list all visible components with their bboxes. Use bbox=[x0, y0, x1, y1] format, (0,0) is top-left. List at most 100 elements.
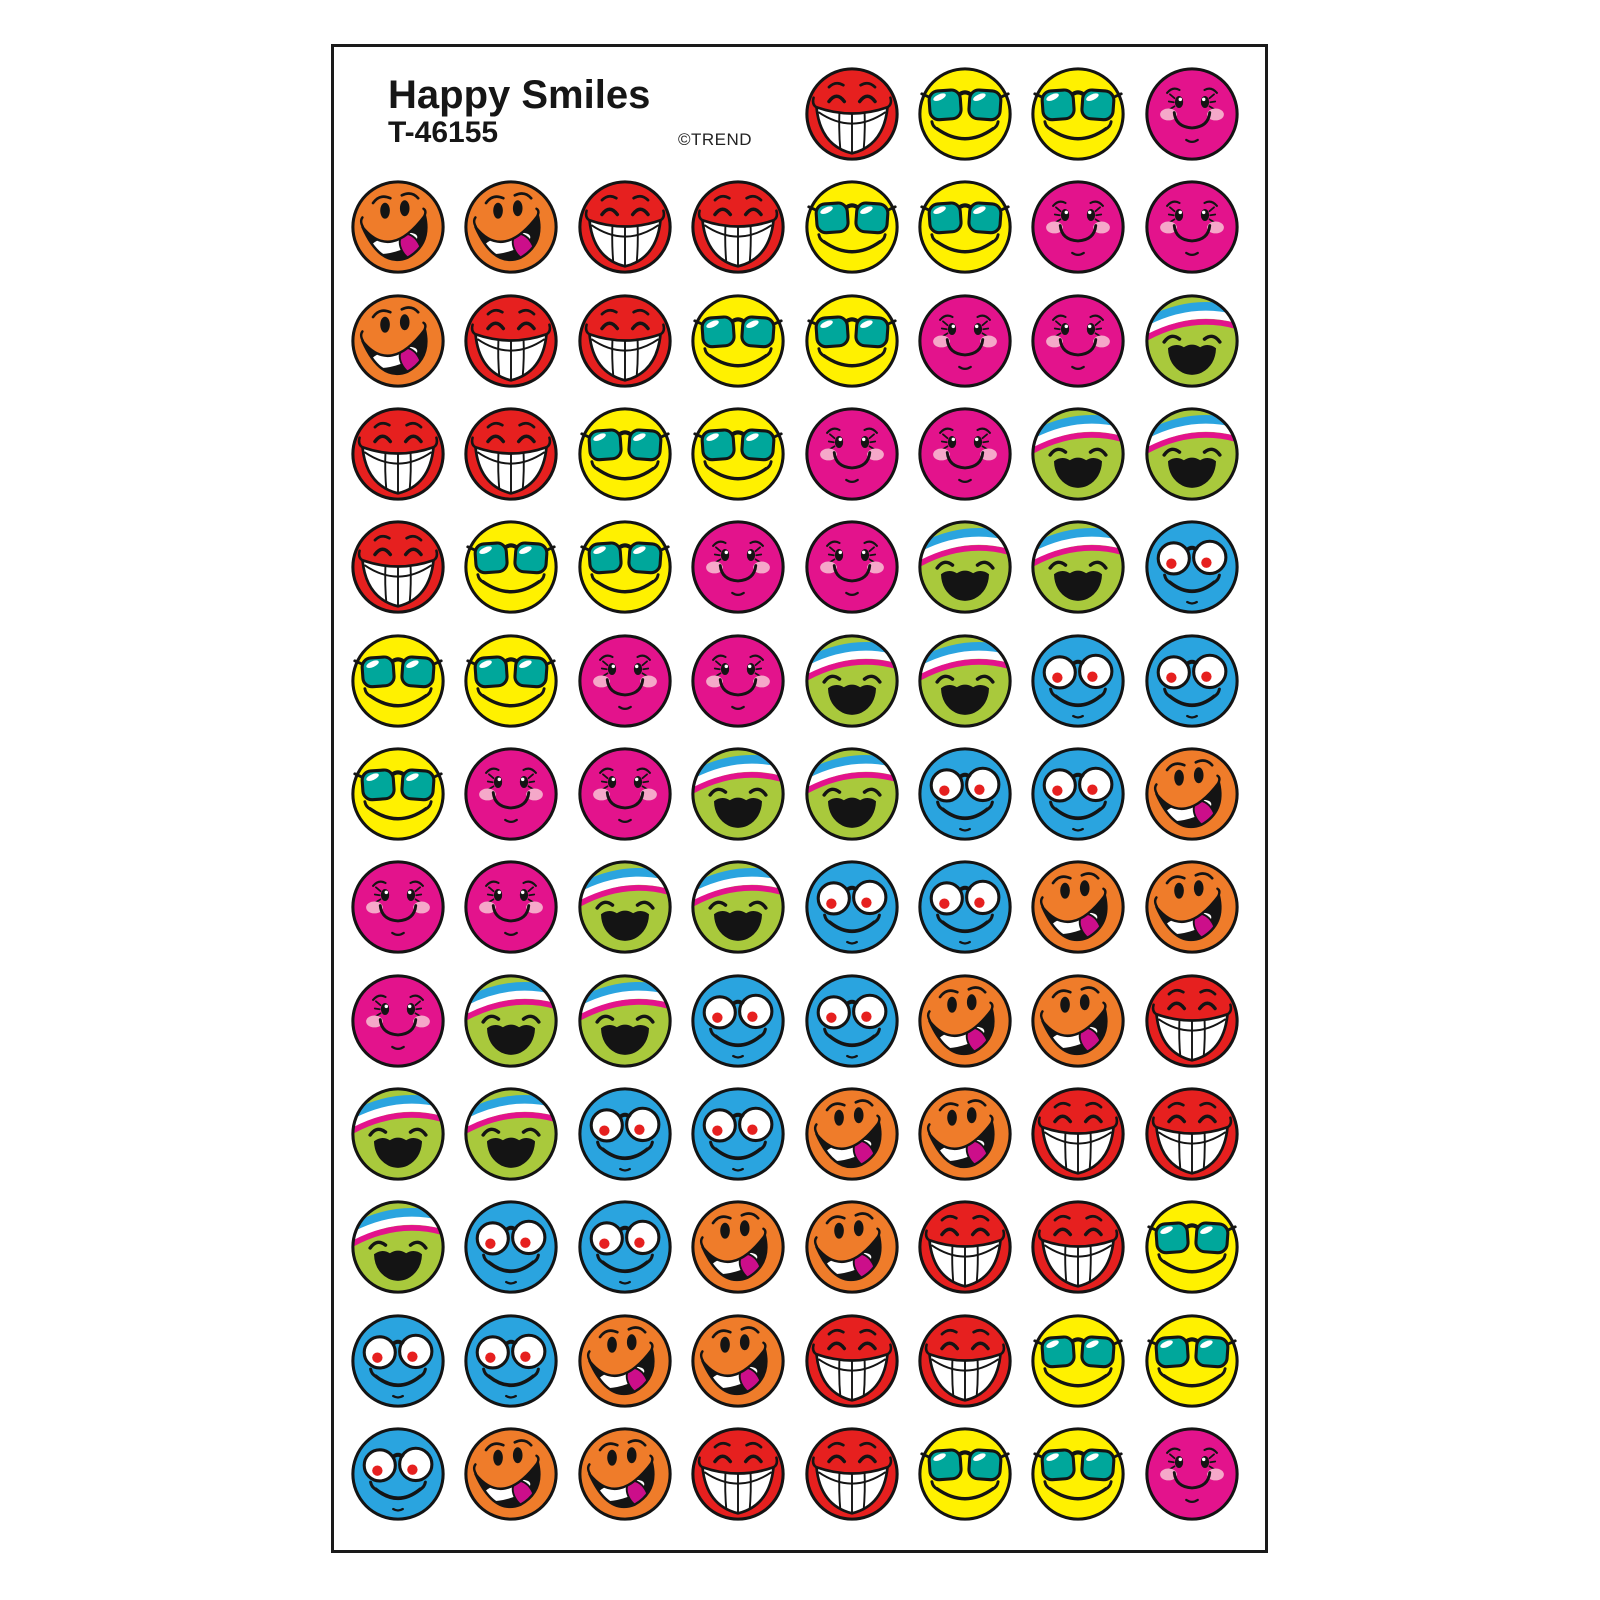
sticker-red-grin bbox=[690, 179, 786, 275]
sticker-blue-glasses bbox=[463, 1313, 559, 1409]
sticker-orange-tongue bbox=[1144, 859, 1240, 955]
sticker-orange-tongue bbox=[1144, 746, 1240, 842]
sticker-green-headband bbox=[463, 1086, 559, 1182]
sticker-blue-glasses bbox=[690, 973, 786, 1069]
sticker-blue-glasses bbox=[463, 1199, 559, 1295]
sticker-pink-rosy bbox=[577, 633, 673, 729]
sticker-red-grin bbox=[804, 1426, 900, 1522]
sticker-red-grin bbox=[1144, 1086, 1240, 1182]
sticker-red-grin bbox=[917, 1199, 1013, 1295]
sticker-yellow-sunglasses bbox=[577, 519, 673, 615]
sticker-pink-rosy bbox=[350, 859, 446, 955]
sticker-yellow-sunglasses bbox=[690, 293, 786, 389]
sticker-orange-tongue bbox=[690, 1199, 786, 1295]
sticker-red-grin bbox=[350, 519, 446, 615]
sticker-green-headband bbox=[577, 859, 673, 955]
sticker-green-headband bbox=[1144, 406, 1240, 502]
sticker-green-headband bbox=[917, 519, 1013, 615]
sticker-red-grin bbox=[463, 293, 559, 389]
sticker-yellow-sunglasses bbox=[577, 406, 673, 502]
sticker-green-headband bbox=[690, 859, 786, 955]
sheet-title: Happy Smiles bbox=[388, 73, 651, 117]
sticker-pink-rosy bbox=[917, 293, 1013, 389]
sticker-orange-tongue bbox=[350, 293, 446, 389]
sticker-orange-tongue bbox=[804, 1199, 900, 1295]
sticker-yellow-sunglasses bbox=[463, 519, 559, 615]
sticker-pink-rosy bbox=[1144, 66, 1240, 162]
sticker-green-headband bbox=[350, 1086, 446, 1182]
sticker-yellow-sunglasses bbox=[804, 293, 900, 389]
sticker-yellow-sunglasses bbox=[917, 66, 1013, 162]
sticker-yellow-sunglasses bbox=[1144, 1199, 1240, 1295]
sticker-orange-tongue bbox=[463, 1426, 559, 1522]
sticker-pink-rosy bbox=[917, 406, 1013, 502]
sticker-red-grin bbox=[917, 1313, 1013, 1409]
sticker-pink-rosy bbox=[350, 973, 446, 1069]
sticker-green-headband bbox=[463, 973, 559, 1069]
sticker-orange-tongue bbox=[577, 1426, 673, 1522]
sticker-blue-glasses bbox=[577, 1086, 673, 1182]
sticker-pink-rosy bbox=[1030, 293, 1126, 389]
sticker-pink-rosy bbox=[1144, 179, 1240, 275]
sticker-red-grin bbox=[804, 1313, 900, 1409]
sticker-blue-glasses bbox=[577, 1199, 673, 1295]
sticker-sheet: Happy Smiles T-46155 ©TREND bbox=[331, 44, 1268, 1553]
sticker-orange-tongue bbox=[350, 179, 446, 275]
sticker-pink-rosy bbox=[804, 519, 900, 615]
sticker-pink-rosy bbox=[690, 519, 786, 615]
sticker-blue-glasses bbox=[350, 1313, 446, 1409]
sticker-yellow-sunglasses bbox=[1030, 1426, 1126, 1522]
sticker-pink-rosy bbox=[463, 859, 559, 955]
sticker-red-grin bbox=[804, 66, 900, 162]
sticker-green-headband bbox=[1144, 293, 1240, 389]
sticker-green-headband bbox=[1030, 519, 1126, 615]
sticker-green-headband bbox=[350, 1199, 446, 1295]
sticker-pink-rosy bbox=[690, 633, 786, 729]
sticker-blue-glasses bbox=[1144, 633, 1240, 729]
sticker-yellow-sunglasses bbox=[917, 1426, 1013, 1522]
sticker-red-grin bbox=[463, 406, 559, 502]
sticker-blue-glasses bbox=[917, 859, 1013, 955]
sticker-red-grin bbox=[690, 1426, 786, 1522]
sticker-orange-tongue bbox=[917, 973, 1013, 1069]
sticker-orange-tongue bbox=[690, 1313, 786, 1409]
sticker-blue-glasses bbox=[804, 859, 900, 955]
sticker-pink-rosy bbox=[463, 746, 559, 842]
sticker-green-headband bbox=[804, 746, 900, 842]
sticker-green-headband bbox=[804, 633, 900, 729]
sticker-red-grin bbox=[577, 293, 673, 389]
sticker-orange-tongue bbox=[463, 179, 559, 275]
sticker-green-headband bbox=[690, 746, 786, 842]
sticker-blue-glasses bbox=[690, 1086, 786, 1182]
sticker-orange-tongue bbox=[917, 1086, 1013, 1182]
sticker-yellow-sunglasses bbox=[350, 633, 446, 729]
trend-copyright: ©TREND bbox=[678, 130, 753, 149]
sticker-yellow-sunglasses bbox=[804, 179, 900, 275]
sticker-orange-tongue bbox=[1030, 973, 1126, 1069]
sticker-blue-glasses bbox=[350, 1426, 446, 1522]
sticker-pink-rosy bbox=[804, 406, 900, 502]
sticker-green-headband bbox=[1030, 406, 1126, 502]
sticker-yellow-sunglasses bbox=[463, 633, 559, 729]
sticker-pink-rosy bbox=[577, 746, 673, 842]
product-code: T-46155 bbox=[388, 116, 499, 149]
sticker-yellow-sunglasses bbox=[917, 179, 1013, 275]
sticker-yellow-sunglasses bbox=[350, 746, 446, 842]
sticker-yellow-sunglasses bbox=[1144, 1313, 1240, 1409]
sticker-green-headband bbox=[577, 973, 673, 1069]
sticker-yellow-sunglasses bbox=[1030, 1313, 1126, 1409]
sticker-pink-rosy bbox=[1144, 1426, 1240, 1522]
sticker-blue-glasses bbox=[1030, 746, 1126, 842]
sticker-pink-rosy bbox=[1030, 179, 1126, 275]
sticker-red-grin bbox=[1144, 973, 1240, 1069]
sticker-blue-glasses bbox=[804, 973, 900, 1069]
sticker-red-grin bbox=[1030, 1199, 1126, 1295]
sticker-orange-tongue bbox=[804, 1086, 900, 1182]
sticker-blue-glasses bbox=[917, 746, 1013, 842]
sticker-red-grin bbox=[1030, 1086, 1126, 1182]
sticker-yellow-sunglasses bbox=[1030, 66, 1126, 162]
sticker-grid bbox=[334, 47, 1265, 1550]
sticker-green-headband bbox=[917, 633, 1013, 729]
sticker-red-grin bbox=[577, 179, 673, 275]
sticker-orange-tongue bbox=[1030, 859, 1126, 955]
